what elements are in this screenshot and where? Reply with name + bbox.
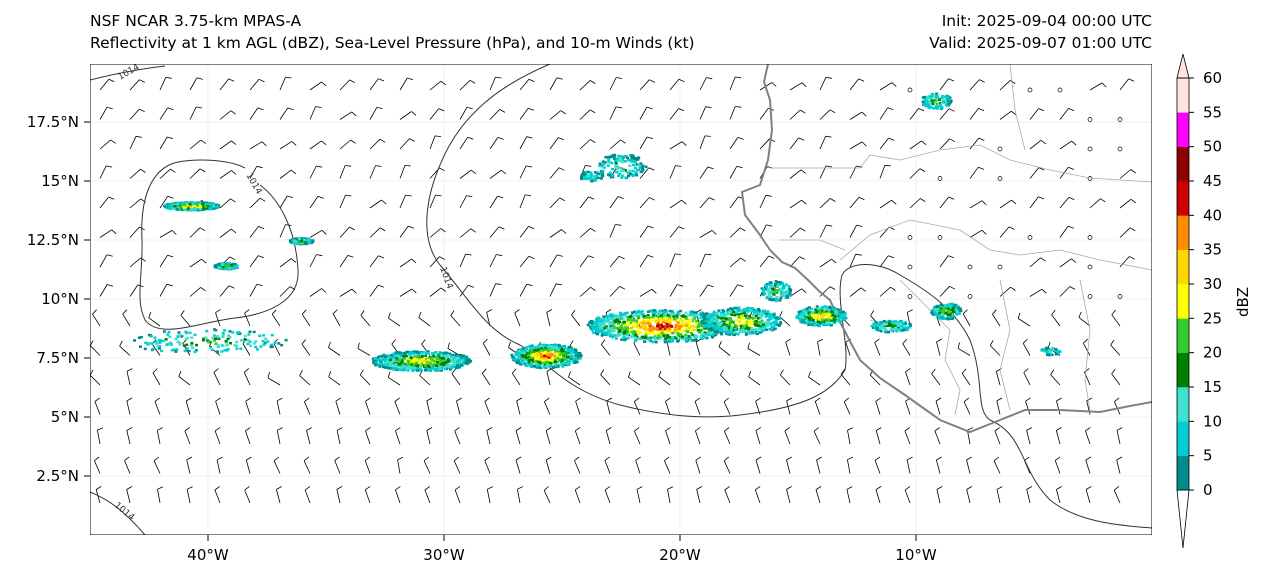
valid-time: Valid: 2025-09-07 01:00 UTC — [929, 34, 1152, 52]
colorbar-tick-label: 50 — [1203, 138, 1222, 156]
colorbar-segment — [1177, 112, 1189, 147]
colorbar-segment — [1177, 215, 1189, 250]
lon-tick-label: 10°W — [895, 546, 937, 564]
colorbar-tick-label: 25 — [1203, 309, 1222, 327]
colorbar-tick-label: 10 — [1203, 412, 1222, 430]
fields-subtitle: Reflectivity at 1 km AGL (dBZ), Sea-Leve… — [90, 34, 695, 52]
colorbar-segment — [1177, 181, 1189, 216]
lat-tick-label: 7.5°N — [36, 349, 79, 367]
colorbar-tick-label: 55 — [1203, 103, 1222, 121]
lon-tick-label: 20°W — [659, 546, 701, 564]
colorbar-segment — [1177, 146, 1189, 182]
lat-tick-label: 2.5°N — [36, 467, 79, 485]
colorbar-segment — [1177, 318, 1189, 353]
map-area[interactable]: 1014 1014 1014 1014 — [90, 62, 1152, 535]
colorbar-tick-label: 35 — [1203, 241, 1222, 259]
isobar-loop — [139, 159, 299, 330]
graticule — [90, 64, 1152, 535]
colorbar-segment — [1177, 78, 1189, 113]
isobars — [90, 64, 1152, 535]
colorbar-over-extension — [1176, 53, 1190, 79]
colorbar-segment — [1177, 352, 1189, 388]
colorbar: 0 5 10 15 20 25 30 35 40 45 50 55 60 — [1176, 53, 1222, 549]
colorbar-tick-label: 0 — [1203, 481, 1213, 499]
lat-tick-label: 15°N — [41, 172, 79, 190]
lat-tick-label: 17.5°N — [27, 113, 79, 131]
lat-tick-label: 12.5°N — [27, 231, 79, 249]
colorbar-tick-label: 30 — [1203, 275, 1222, 293]
colorbar-segment — [1177, 249, 1189, 285]
lon-tick-label: 30°W — [423, 546, 465, 564]
lon-tick-label: 40°W — [187, 546, 229, 564]
colorbar-tick-label: 20 — [1203, 344, 1222, 362]
colorbar-segment — [1177, 421, 1189, 456]
colorbar-under-extension — [1176, 489, 1190, 549]
colorbar-tick-label: 45 — [1203, 172, 1222, 190]
lat-tick-label: 10°N — [41, 290, 79, 308]
lat-axis: 17.5°N 15°N 12.5°N 10°N 7.5°N 5°N 2.5°N — [27, 113, 90, 485]
colorbar-label: dBZ — [1234, 287, 1252, 317]
colorbar-tick-label: 5 — [1203, 447, 1213, 465]
isobar-south — [90, 491, 146, 535]
isobar-north — [90, 65, 166, 81]
lon-axis: 40°W 30°W 20°W 10°W — [187, 535, 937, 564]
title-right: Init: 2025-09-04 00:00 UTC Valid: 2025-0… — [929, 10, 1152, 54]
colorbar-segment — [1177, 387, 1189, 422]
colorbar-segment — [1177, 455, 1189, 491]
colorbar-tick-label: 60 — [1203, 69, 1222, 87]
lat-tick-label: 5°N — [51, 408, 79, 426]
africa-coastline — [740, 64, 1152, 434]
colorbar-tick-label: 15 — [1203, 378, 1222, 396]
colorbar-tick-label: 40 — [1203, 206, 1222, 224]
reflectivity-field — [133, 92, 1062, 372]
isobar-ridge — [426, 64, 1152, 529]
model-title: NSF NCAR 3.75-km MPAS-A — [90, 12, 302, 30]
colorbar-segment — [1177, 284, 1189, 319]
title-left: NSF NCAR 3.75-km MPAS-A Reflectivity at … — [90, 10, 695, 54]
init-time: Init: 2025-09-04 00:00 UTC — [941, 12, 1152, 30]
